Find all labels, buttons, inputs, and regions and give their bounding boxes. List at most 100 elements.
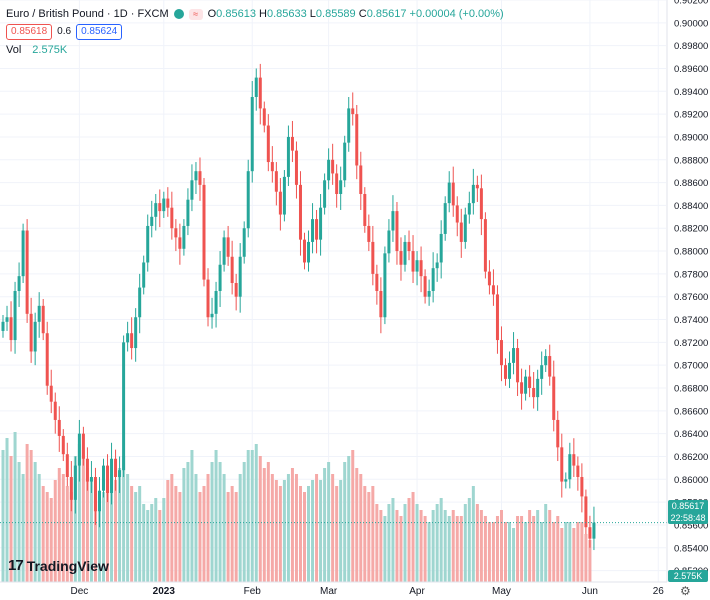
candle-body (495, 294, 499, 341)
tradingview-logo[interactable]: 17 TradingView (8, 557, 109, 574)
wave-icon[interactable]: ≈ (188, 8, 203, 20)
volume-bar (568, 522, 572, 582)
candle-body (487, 271, 491, 286)
candle-body (379, 291, 383, 318)
volume-bar (106, 486, 110, 582)
candle-body (411, 251, 415, 272)
volume-bar (198, 492, 202, 582)
candle-body (508, 362, 512, 379)
volume-bar (57, 468, 61, 582)
candlesticks (1, 63, 596, 551)
time-tick-label: Apr (409, 586, 425, 597)
volume-bar (210, 462, 214, 582)
price-axis[interactable]: 0.90200 0.90000 0.89800 0.89600 0.89400 0.892… (674, 0, 708, 577)
candle-body (178, 237, 182, 249)
price-tick-label: 0.90200 (674, 0, 708, 7)
volume-bar (246, 450, 250, 582)
candle-body (528, 376, 532, 388)
candle-body (106, 465, 110, 493)
volume-bar (331, 474, 335, 582)
time-tick-label: Jun (582, 586, 598, 597)
candle-body (73, 465, 77, 500)
candle-body (198, 171, 202, 185)
last-price-value: 0.85617 (671, 501, 705, 511)
candle-body (266, 125, 270, 163)
candle-body (182, 225, 186, 249)
candle-body (439, 233, 443, 263)
volume-bar (351, 450, 355, 582)
bar-countdown: 22:58:48 (670, 513, 706, 523)
price-tick-label: 0.88000 (674, 247, 708, 258)
candle-body (238, 256, 242, 297)
time-tick-label: Mar (320, 586, 338, 597)
sell-button[interactable]: 0.85618 (6, 24, 53, 40)
price-tick-label: 0.88200 (674, 224, 708, 235)
volume-bar (61, 474, 65, 582)
volume-bar (483, 516, 487, 582)
time-axis[interactable]: Dec 2023 Feb Mar Apr May Jun 26 (70, 586, 664, 597)
volume-bar (154, 498, 158, 582)
volume-bar (548, 510, 552, 582)
price-tick-label: 0.87800 (674, 269, 708, 280)
volume-bar (423, 516, 427, 582)
candle-body (315, 219, 319, 240)
symbol-title[interactable]: Euro / British Pound · 1D · FXCM (6, 8, 169, 20)
volume-bar (5, 438, 9, 582)
price-tick-label: 0.90000 (674, 18, 708, 29)
candle-body (37, 305, 41, 322)
price-tick-label: 0.86800 (674, 384, 708, 395)
candle-body (162, 198, 166, 212)
volume-bar (508, 522, 512, 582)
candle-body (427, 291, 431, 297)
buy-button[interactable]: 0.85624 (76, 24, 123, 40)
last-price-tag: 0.85617 22:58:48 (668, 500, 708, 524)
candle-body (29, 313, 33, 352)
price-tick-label: 0.87000 (674, 361, 708, 372)
candle-body (298, 184, 302, 240)
volume-bar (102, 492, 105, 582)
candle-body (371, 241, 375, 274)
candle-body (491, 285, 495, 295)
candle-body (319, 207, 323, 240)
candle-body (122, 342, 126, 471)
candle-body (142, 262, 146, 288)
volume-bar (367, 492, 371, 582)
volume-bar (584, 534, 588, 582)
volume-bar (580, 522, 584, 582)
candle-body (520, 382, 524, 394)
candle-body (463, 214, 467, 242)
candle-body (367, 225, 371, 242)
candle-body (403, 241, 407, 265)
candle-body (246, 171, 250, 229)
volume-bar (407, 498, 411, 582)
candle-body (435, 262, 439, 269)
volume-bar (319, 480, 323, 582)
candle-body (126, 333, 130, 343)
volume-bar (118, 468, 122, 582)
volume-bar (142, 504, 146, 582)
candle-body (532, 388, 536, 398)
volume-bar (379, 510, 383, 582)
volume-bar (150, 504, 154, 582)
volume-bar (443, 510, 447, 582)
volume-bar (49, 498, 53, 582)
volume-bar (427, 522, 431, 582)
candle-body (303, 239, 306, 263)
candle-body (250, 97, 254, 172)
volume-bar (504, 522, 507, 582)
price-tick-label: 0.89400 (674, 87, 708, 98)
volume-bar (487, 522, 491, 582)
settings-gear-icon[interactable]: ⚙ (680, 584, 691, 598)
volume-bar (327, 462, 331, 582)
candle-body (5, 317, 9, 322)
candle-body (93, 477, 97, 512)
candle-body (479, 188, 483, 220)
volume-bar (126, 474, 130, 582)
volume-bar (307, 486, 311, 582)
candle-body (85, 458, 89, 482)
candle-body (286, 136, 290, 177)
candle-body (359, 165, 363, 194)
volume-bar (37, 474, 41, 582)
candle-body (190, 180, 194, 200)
